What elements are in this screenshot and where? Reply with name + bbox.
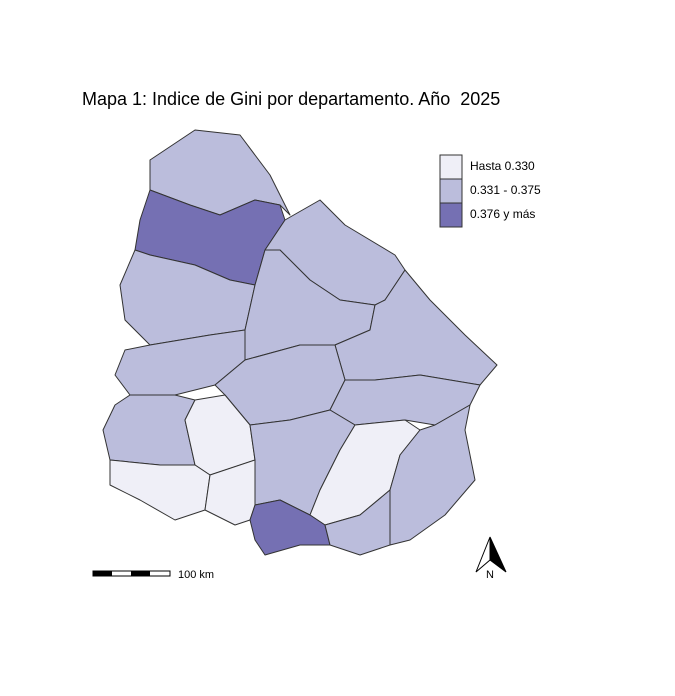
departments [102,129,498,556]
department [102,394,196,466]
scale-bar-segment [93,571,112,576]
north-label: N [486,569,494,581]
legend-swatch [439,154,463,180]
legend-label: 0.376 y más [470,207,535,221]
department [249,499,331,556]
north-arrow-left [475,536,491,573]
scale-bar-segment [131,571,150,576]
north-arrow-right [489,536,507,573]
department [389,404,476,546]
legend-swatch [439,202,463,228]
legend-label: 0.331 - 0.375 [470,183,541,197]
scale-bar-label: 100 km [178,569,214,581]
department [109,459,211,521]
legend: Hasta 0.330 0.331 - 0.375 0.376 y más [439,154,541,228]
department [324,489,391,556]
legend-label: Hasta 0.330 [470,159,535,173]
north-arrow: N [475,536,507,581]
map-title: Mapa 1: Indice de Gini por departamento.… [82,89,500,109]
department [114,329,246,396]
legend-swatch [439,178,463,204]
scale-bar: 100 km [92,569,214,581]
